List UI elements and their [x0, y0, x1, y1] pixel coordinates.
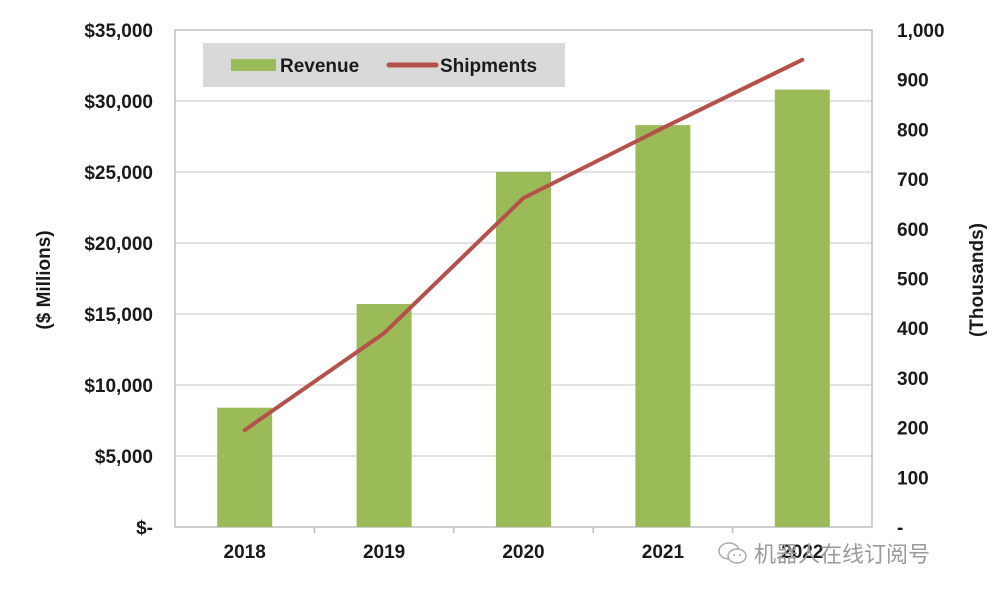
revenue-bar-2020 [496, 172, 551, 527]
left-tick-label: $15,000 [84, 305, 153, 326]
right-tick-label: 200 [897, 419, 929, 440]
right-tick-label: - [897, 518, 903, 539]
right-tick-label: 100 [897, 468, 929, 489]
revenue-bars [217, 89, 830, 527]
x-tick-label: 2019 [363, 542, 405, 563]
right-tick-label: 800 [897, 120, 929, 141]
left-axis-label: ($ Millions) [34, 230, 55, 329]
left-tick-label: $5,000 [95, 447, 153, 468]
right-tick-label: 700 [897, 170, 929, 191]
right-tick-label: 300 [897, 369, 929, 390]
x-tick-label: 2022 [781, 542, 823, 563]
left-tick-label: $10,000 [84, 376, 153, 397]
right-tick-label: 500 [897, 270, 929, 291]
left-tick-label: $30,000 [84, 92, 153, 113]
legend-revenue-label: Revenue [280, 56, 359, 77]
right-axis-label: (Thousands) [967, 223, 988, 337]
legend-shipments-label: Shipments [440, 56, 537, 77]
revenue-bar-2021 [635, 125, 691, 527]
watermark: 机器人在线订阅号 [718, 537, 930, 569]
left-tick-label: $- [136, 518, 153, 539]
right-tick-label: 1,000 [897, 21, 945, 42]
wechat-icon [718, 542, 747, 564]
x-tick-label: 2020 [502, 542, 544, 563]
x-axis-ticks: 2018 2019 2020 2021 2022 [224, 542, 824, 563]
right-tick-label: 600 [897, 220, 929, 241]
legend-revenue-swatch [231, 59, 276, 71]
right-axis-ticks: - 100 200 300 400 500 600 700 800 900 1,000 [897, 21, 945, 539]
left-tick-label: $25,000 [84, 163, 153, 184]
left-tick-label: $20,000 [84, 234, 153, 255]
right-tick-label: 400 [897, 319, 929, 340]
x-tick-label: 2018 [224, 542, 266, 563]
legend: Revenue Shipments [203, 43, 565, 87]
revenue-bar-2022 [774, 89, 830, 527]
left-tick-label: $35,000 [84, 21, 153, 42]
left-axis-ticks: $- $5,000 $10,000 $15,000 $20,000 $25,000 $30,… [84, 21, 153, 539]
revenue-bar-2019 [356, 304, 412, 527]
watermark-text: 机器人在线订阅号 [754, 543, 931, 568]
revenue-bar-2018 [217, 407, 273, 527]
x-tick-label: 2021 [642, 542, 685, 563]
shipments-line-group [242, 57, 805, 433]
right-tick-label: 900 [897, 71, 929, 92]
